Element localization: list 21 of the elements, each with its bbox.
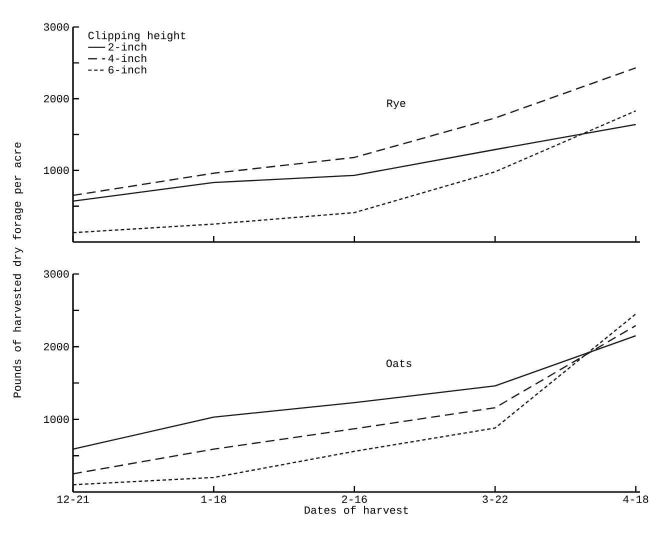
legend-label: 2-inch: [108, 42, 146, 51]
legend-label: 4-inch: [108, 54, 146, 62]
y-tick-label: 2000: [44, 94, 69, 102]
x-tick-label: 12-21: [57, 496, 89, 503]
line-series: [72, 110, 636, 234]
x-axis-title: Dates of harvest: [304, 506, 408, 514]
y-axis-title: Pounds of harvested dry forage per acre: [12, 142, 24, 398]
x-tick-label: 2-16: [342, 496, 367, 503]
y-tick-label: 1000: [44, 416, 69, 424]
x-tick-label: 1-18: [201, 496, 226, 503]
y-tick-label: 2000: [44, 342, 69, 350]
legend-label: 6-inch: [108, 65, 146, 74]
line-series: [72, 67, 636, 196]
legend-title: Clipping height: [88, 31, 186, 42]
y-tick-label: 3000: [44, 270, 69, 278]
text: Oats: [386, 360, 412, 368]
text: Rye: [387, 100, 406, 110]
x-tick-label: 3-22: [482, 496, 508, 503]
y-tick-label: 3000: [44, 23, 69, 31]
x-tick-label: 4-18: [623, 496, 648, 503]
y-tick-label: 1000: [44, 166, 69, 174]
